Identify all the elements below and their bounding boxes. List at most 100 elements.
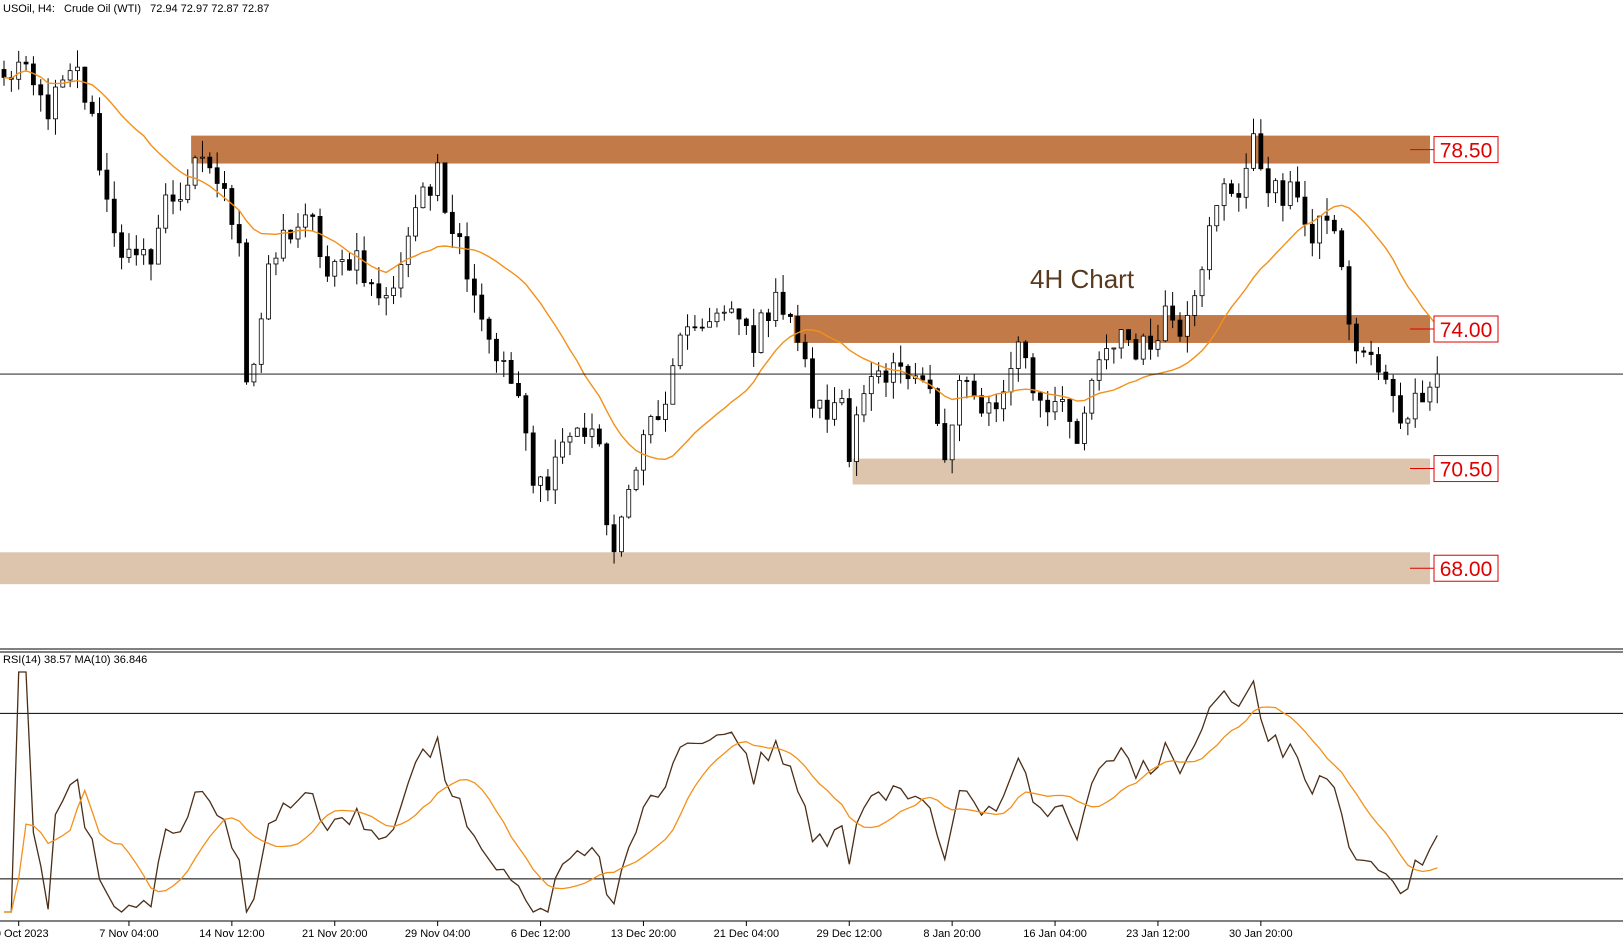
candle-body xyxy=(192,157,198,186)
candle-body xyxy=(1427,386,1433,403)
candle-body xyxy=(126,248,132,258)
candle-body xyxy=(949,424,955,461)
candle-body xyxy=(486,318,492,340)
candle-body xyxy=(310,214,316,217)
candle-body xyxy=(685,326,690,336)
candle-body xyxy=(1008,368,1014,393)
candle-body xyxy=(773,291,779,321)
price-moving-average xyxy=(3,69,1438,461)
rsi-moving-average xyxy=(4,706,1438,913)
candle-body xyxy=(141,249,147,256)
candle-body xyxy=(1111,347,1117,350)
rsi-label: RSI(14) 38.57 MA(10) 36.846 xyxy=(3,654,147,666)
candle-body xyxy=(920,375,926,381)
candle-body xyxy=(604,443,610,526)
candle-body xyxy=(1420,392,1425,403)
candle-body xyxy=(1096,359,1102,381)
candle-body xyxy=(1221,183,1227,206)
candle-body xyxy=(1126,329,1131,340)
candle-body xyxy=(1361,350,1367,353)
time-tick-label: 14 Nov 12:00 xyxy=(199,928,264,940)
candle-body xyxy=(1052,401,1058,413)
candle-body xyxy=(1376,354,1381,373)
time-axis-ticks: 30 Oct 2023 7 Nov 04:00 14 Nov 12:00 21 Nov… xyxy=(0,921,1293,940)
candle-body xyxy=(369,282,374,285)
candle-body xyxy=(82,66,88,103)
candle-body xyxy=(229,188,235,225)
candle-body xyxy=(1280,180,1286,206)
candle-body xyxy=(1001,391,1006,410)
candle-body xyxy=(890,362,896,383)
candle-body xyxy=(1133,339,1139,360)
candle-body xyxy=(589,428,595,437)
candle-body xyxy=(817,399,823,409)
candle-body xyxy=(1155,340,1161,350)
candle-body xyxy=(560,441,565,458)
candle-body xyxy=(413,207,419,237)
candle-body xyxy=(222,183,227,189)
candle-body xyxy=(1346,266,1352,325)
level-band xyxy=(0,552,1430,585)
candle-body xyxy=(1074,421,1080,444)
candle-body xyxy=(670,365,676,405)
candle-body xyxy=(1405,418,1411,424)
candle-body xyxy=(861,393,867,416)
candle-body xyxy=(16,61,22,80)
candlesticks xyxy=(1,50,1440,564)
candle-body xyxy=(207,156,213,169)
candle-body xyxy=(89,101,95,114)
candle-body xyxy=(464,236,470,280)
time-tick-label: 8 Jan 20:00 xyxy=(923,928,981,940)
candle-body xyxy=(633,469,639,490)
candle-body xyxy=(1354,323,1359,352)
candle-body xyxy=(1199,269,1205,297)
candle-body xyxy=(935,388,940,424)
candle-body xyxy=(1309,223,1315,244)
candle-body xyxy=(993,402,999,410)
candle-body xyxy=(457,233,463,238)
candle-body xyxy=(1324,215,1330,221)
candle-body xyxy=(663,403,668,420)
candle-body xyxy=(1140,335,1146,360)
candle-body xyxy=(721,311,727,314)
candle-body xyxy=(251,363,257,383)
candle-body xyxy=(1258,133,1264,170)
instrument-name: Crude Oil (WTI) xyxy=(64,3,141,15)
candle-body xyxy=(508,360,514,384)
time-tick-label: 7 Nov 04:00 xyxy=(99,928,158,940)
candle-body xyxy=(846,398,852,462)
time-tick-label: 30 Jan 20:00 xyxy=(1229,928,1293,940)
candle-body xyxy=(155,227,161,265)
candle-body xyxy=(1148,335,1153,350)
candle-body xyxy=(1383,371,1389,380)
candle-body xyxy=(1251,133,1256,169)
chart-annotation: 4H Chart xyxy=(1030,264,1135,294)
candle-body xyxy=(1104,348,1109,361)
candle-body xyxy=(244,242,249,383)
candle-body xyxy=(111,198,117,234)
candle-body xyxy=(707,321,712,328)
candle-body xyxy=(1184,314,1190,337)
candle-body xyxy=(957,380,962,426)
candle-body xyxy=(427,186,433,196)
candle-body xyxy=(619,516,624,553)
candle-body xyxy=(832,402,837,420)
candle-body xyxy=(163,194,169,229)
candle-body xyxy=(302,214,308,228)
candle-body xyxy=(1037,392,1043,401)
candle-body xyxy=(898,362,904,367)
candle-body xyxy=(479,294,485,320)
candle-body xyxy=(648,416,654,436)
candle-body xyxy=(1398,395,1403,424)
candle-body xyxy=(1412,392,1418,420)
candle-body xyxy=(1067,399,1073,422)
candle-body xyxy=(471,278,477,296)
candle-body xyxy=(1434,373,1440,388)
rsi-line xyxy=(4,671,1438,914)
candle-body xyxy=(1331,219,1337,232)
candle-body xyxy=(1390,378,1396,397)
candle-body xyxy=(986,402,992,414)
level-label: 68.00 xyxy=(1440,558,1493,581)
candle-body xyxy=(1162,305,1168,342)
candle-body xyxy=(133,248,139,256)
